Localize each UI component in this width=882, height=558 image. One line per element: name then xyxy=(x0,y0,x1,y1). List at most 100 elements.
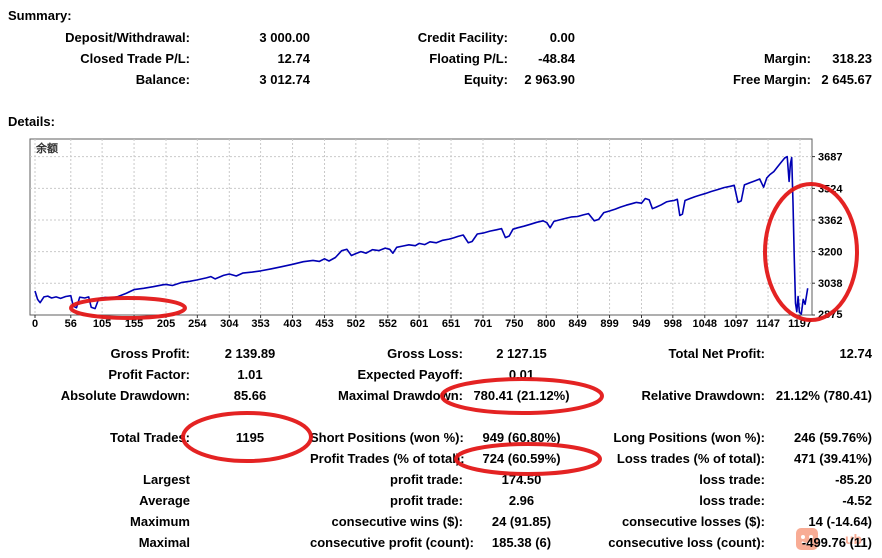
balance-chart: 0 56 105 155 205 254 304 353 403 453 502 552 601 651 7… xyxy=(29,138,843,330)
stat-value: 246 (59.76%) xyxy=(793,430,872,445)
x-tick-label: 453 xyxy=(315,318,333,330)
stat-value: 780.41 (21.12%) xyxy=(473,388,570,403)
stat-label: Total Net Profit: xyxy=(668,346,765,361)
watermark: ub xyxy=(796,528,862,550)
x-tick-label: 701 xyxy=(474,318,492,330)
stat-label xyxy=(0,448,190,469)
stat-value: 2 645.67 xyxy=(821,72,872,87)
stat-value: -499.76 (11) xyxy=(801,535,872,550)
x-tick-label: 1197 xyxy=(788,318,812,330)
stat-label: Gross Profit: xyxy=(110,346,190,361)
x-tick-label: 254 xyxy=(188,318,207,330)
stat-label: Profit Factor: xyxy=(108,367,190,382)
stat-value: 1195 xyxy=(235,430,265,445)
stat-label: Short Positions (won %): xyxy=(310,430,464,445)
x-tick-label: 651 xyxy=(442,318,460,330)
summary-heading: Summary: xyxy=(8,8,72,23)
stat-label: Gross Loss: xyxy=(387,346,463,361)
spacer-row xyxy=(0,406,872,427)
stat-label: profit trade: xyxy=(390,472,463,487)
y-tick-label: 3038 xyxy=(818,278,842,290)
y-tick-label: 3362 xyxy=(818,215,842,227)
stat-value xyxy=(190,532,310,553)
stat-label: loss trade: xyxy=(699,493,765,508)
stat-label: Deposit/Withdrawal: xyxy=(65,30,190,45)
stat-label: Relative Drawdown: xyxy=(641,388,765,403)
stat-value: 3 000.00 xyxy=(259,30,310,45)
x-tick-label: 800 xyxy=(537,318,555,330)
stat-value: 12.74 xyxy=(277,51,310,66)
stat-value xyxy=(190,469,310,490)
stat-value xyxy=(765,364,872,385)
balance-chart-container: 0 56 105 155 205 254 304 353 403 453 502 552 601 651 7… xyxy=(28,137,854,338)
panda-logo-icon xyxy=(796,528,818,550)
x-tick-label: 998 xyxy=(664,318,682,330)
chart-frame xyxy=(29,138,813,316)
chart-title: 余额 xyxy=(35,141,58,155)
y-tick-label: 2875 xyxy=(818,309,842,321)
stat-value: 2 963.90 xyxy=(524,72,575,87)
x-tick-label: 849 xyxy=(568,318,586,330)
stat-label: Margin: xyxy=(764,51,811,66)
stat-label: Profit Trades (% of total): xyxy=(310,451,465,466)
stat-label: Maximum xyxy=(130,514,190,529)
stat-label: loss trade: xyxy=(699,472,765,487)
x-tick-label: 353 xyxy=(251,318,269,330)
stat-value: -4.52 xyxy=(842,493,872,508)
details-heading: Details: xyxy=(8,114,55,129)
stat-value: 24 (91.85) xyxy=(491,514,552,529)
x-tick-label: 1147 xyxy=(756,318,780,330)
stat-label: Absolute Drawdown: xyxy=(60,388,190,403)
stat-value xyxy=(811,27,872,48)
y-tick-label: 3200 xyxy=(818,247,842,259)
stat-value: 14 (-14.64) xyxy=(808,514,872,529)
x-tick-label: 1048 xyxy=(693,318,717,330)
stat-value: 85.66 xyxy=(233,388,267,403)
stat-value xyxy=(190,511,310,532)
details-table: Gross Profit: 2 139.89 Gross Loss: 2 127.15… xyxy=(0,343,872,553)
stat-label: Long Positions (won %): xyxy=(613,430,765,445)
stat-label: Closed Trade P/L: xyxy=(80,51,190,66)
stat-value: 2 127.15 xyxy=(496,346,547,361)
stat-label: Maximal Drawdown: xyxy=(338,388,463,403)
stat-label: consecutive profit (count): xyxy=(310,535,474,550)
stat-label: consecutive wins ($): xyxy=(331,514,463,529)
stat-value: 185.38 (6) xyxy=(491,535,552,550)
y-tick-label: 3524 xyxy=(818,183,843,195)
stat-value: 471 (39.41%) xyxy=(793,451,872,466)
stat-value: 3 012.74 xyxy=(259,72,310,87)
stat-value: 21.12% (780.41) xyxy=(775,388,872,403)
x-tick-label: 0 xyxy=(32,318,38,330)
stat-value: 2 139.89 xyxy=(224,346,276,361)
stat-label: Maximal xyxy=(138,535,190,550)
stat-label xyxy=(575,27,811,48)
stat-value: 1.01 xyxy=(237,367,263,382)
stat-value: 174.50 xyxy=(501,472,542,487)
stat-label: Expected Payoff: xyxy=(357,367,463,382)
stat-label: profit trade: xyxy=(390,493,463,508)
watermark-text: ub xyxy=(845,531,863,547)
stat-label: Average xyxy=(139,493,190,508)
stat-label: Equity: xyxy=(463,72,508,87)
y-tick-label: 3687 xyxy=(818,152,842,164)
stat-value: 949 (60.80%) xyxy=(482,430,561,445)
x-tick-label: 899 xyxy=(600,318,618,330)
x-tick-label: 105 xyxy=(93,318,111,330)
stat-label: Total Trades: xyxy=(110,430,190,445)
x-tick-label: 155 xyxy=(125,318,143,330)
stat-label: Balance: xyxy=(135,72,190,87)
stat-label: consecutive losses ($): xyxy=(621,514,765,529)
stat-value: 12.74 xyxy=(839,346,872,361)
stat-label: Floating P/L: xyxy=(429,51,508,66)
stat-value xyxy=(190,490,310,511)
stat-label: Largest xyxy=(143,472,190,487)
x-tick-label: 601 xyxy=(410,318,428,330)
x-tick-label: 1097 xyxy=(724,318,748,330)
stat-value: -48.84 xyxy=(538,51,575,66)
x-tick-label: 205 xyxy=(157,318,175,330)
x-tick-label: 56 xyxy=(65,318,77,330)
stat-value: 724 (60.59%) xyxy=(482,451,561,466)
x-tick-label: 502 xyxy=(347,318,365,330)
stat-value: 318.23 xyxy=(832,51,872,66)
